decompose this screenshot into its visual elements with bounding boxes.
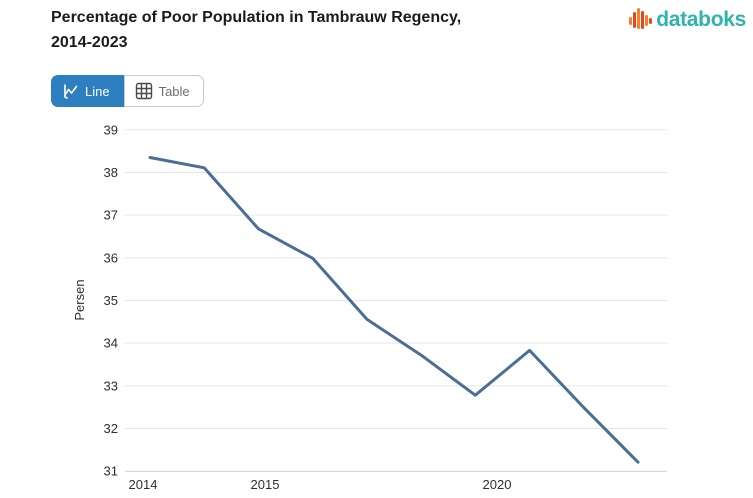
y-tick-label: 35 <box>104 293 118 308</box>
y-tick-label: 37 <box>104 208 118 223</box>
y-tick-label: 31 <box>104 464 118 479</box>
view-switcher: Line Table <box>51 75 204 107</box>
y-tick-label: 36 <box>104 250 118 265</box>
x-tick-label: 2020 <box>483 477 512 492</box>
data-line-persen <box>148 156 640 464</box>
databoks-logo[interactable]: databoks <box>629 7 746 33</box>
line-chart-icon <box>64 83 78 99</box>
y-tick-label: 34 <box>104 336 118 351</box>
databoks-bars-icon <box>629 8 653 29</box>
y-tick-label: 38 <box>104 165 118 180</box>
databoks-logo-text: databoks <box>656 8 746 31</box>
table-button-label: Table <box>158 83 190 99</box>
line-button-label: Line <box>85 83 110 99</box>
y-axis-title: Persen <box>72 279 87 320</box>
page-title: Percentage of Poor Population in Tambrau… <box>51 9 462 51</box>
y-tick-label: 32 <box>104 421 118 436</box>
table-view-button[interactable]: Table <box>123 75 204 107</box>
y-tick-label: 39 <box>104 122 118 137</box>
line-view-button[interactable]: Line <box>51 75 124 107</box>
x-tick-label: 2015 <box>251 477 280 492</box>
x-tick-label: 2014 <box>129 477 158 492</box>
y-tick-label: 33 <box>104 378 118 393</box>
table-grid-icon <box>135 82 152 100</box>
